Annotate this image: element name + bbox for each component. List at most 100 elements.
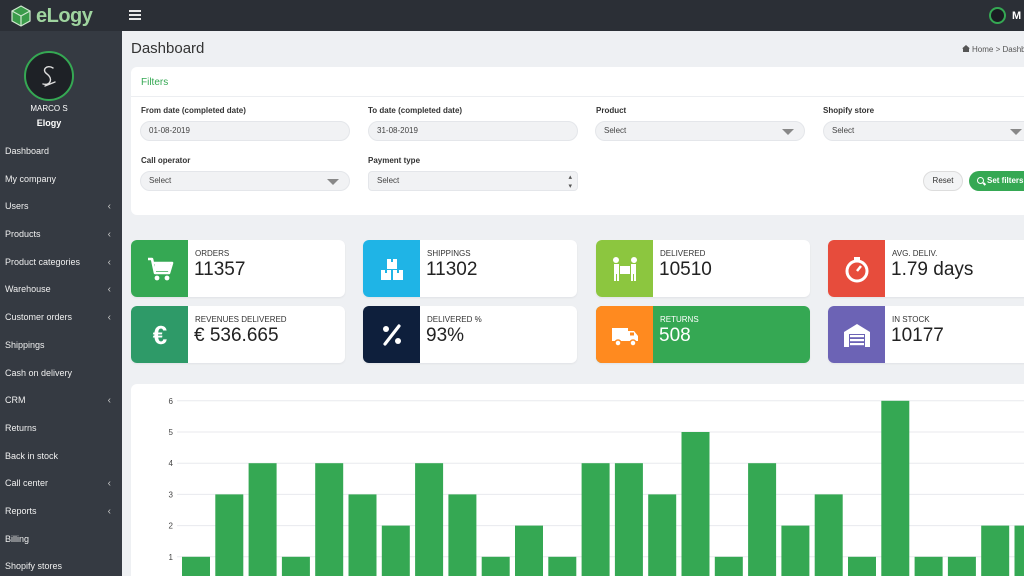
chart-bar[interactable] [748, 463, 777, 576]
stat-value: 508 [659, 325, 691, 346]
call-operator-label: Call operator [141, 156, 191, 165]
chart-bar[interactable] [481, 556, 510, 576]
stat-card-orders[interactable]: ORDERS 11357 [131, 240, 345, 297]
chart-bar[interactable] [381, 525, 410, 576]
chevron-left-icon: ‹ [107, 256, 111, 268]
sidebar-item-billing[interactable]: Billing [0, 526, 122, 554]
stat-card-avg-deliv[interactable]: AVG. DELIV. 1.79 days [828, 240, 1024, 297]
chart-bar[interactable] [548, 556, 577, 576]
sidebar-item-warehouse[interactable]: Warehouse ‹ [0, 276, 122, 304]
chart-bar[interactable] [881, 400, 910, 576]
y-tick-label: 2 [169, 522, 174, 531]
stat-card-in-stock[interactable]: IN STOCK 10177 [828, 306, 1024, 363]
sidebar: MARCO S Elogy Dashboard My company Users ‹ P… [0, 31, 122, 576]
chart-bar[interactable] [248, 463, 277, 576]
stat-value: 10177 [891, 325, 944, 346]
sidebar-item-call-center[interactable]: Call center ‹ [0, 470, 122, 498]
dropdown-arrow-icon [782, 129, 794, 135]
chart-bar[interactable] [1014, 525, 1024, 576]
y-tick-label: 4 [169, 459, 174, 468]
chart-bar[interactable] [215, 494, 244, 576]
sidebar-item-reports[interactable]: Reports ‹ [0, 498, 122, 526]
stat-card-delivered[interactable]: DELIVERED 10510 [596, 240, 810, 297]
stat-label: IN STOCK [892, 315, 930, 324]
sidebar-item-products[interactable]: Products ‹ [0, 221, 122, 249]
main-content: Dashboard Home > Dashboard Filters From … [122, 31, 1024, 576]
top-avatar [989, 7, 1006, 24]
chart-bar[interactable] [914, 556, 943, 576]
from-date-input[interactable]: 01-08-2019 [140, 121, 350, 141]
from-date-label: From date (completed date) [141, 106, 246, 115]
stat-value: 93% [426, 325, 465, 346]
chart-bar[interactable] [581, 463, 610, 576]
product-select[interactable]: Select [595, 121, 805, 141]
sidebar-item-customer-orders[interactable]: Customer orders ‹ [0, 304, 122, 332]
dropdown-arrow-icon [1010, 129, 1022, 135]
menu-toggle-icon[interactable] [129, 8, 141, 22]
shopify-store-select-value: Select [832, 126, 855, 135]
chart-bar[interactable] [182, 556, 210, 576]
shopify-store-select[interactable]: Select [823, 121, 1024, 141]
sidebar-company-name: Elogy [36, 118, 62, 128]
dropdown-arrow-icon [327, 179, 339, 185]
sidebar-item-dashboard[interactable]: Dashboard [0, 138, 122, 166]
chart-bar[interactable] [614, 463, 643, 576]
chart-bar[interactable] [714, 556, 743, 576]
to-date-value: 31-08-2019 [377, 126, 418, 135]
sidebar-item-label: Billing [5, 533, 30, 544]
chart-bar[interactable] [315, 463, 344, 576]
stat-value: € 536.665 [194, 325, 279, 346]
sidebar-item-label: Users [5, 201, 29, 212]
sidebar-item-shippings[interactable]: Shippings [0, 332, 122, 360]
chart-bar[interactable] [415, 463, 444, 576]
to-date-input[interactable]: 31-08-2019 [368, 121, 578, 141]
sidebar-item-returns[interactable]: Returns [0, 415, 122, 443]
chevron-left-icon: ‹ [107, 201, 111, 213]
stat-card-returns[interactable]: RETURNS 508 [596, 306, 810, 363]
stat-label: AVG. DELIV. [892, 249, 938, 258]
chart-bar[interactable] [814, 494, 843, 576]
product-label: Product [596, 106, 627, 115]
stat-card-shippings[interactable]: SHIPPINGS 11302 [363, 240, 577, 297]
sidebar-item-users[interactable]: Users ‹ [0, 193, 122, 221]
sidebar-item-my-company[interactable]: My company [0, 166, 122, 194]
y-tick-label: 1 [169, 553, 174, 562]
sidebar-item-label: Call center [5, 478, 49, 489]
chart-bar[interactable] [648, 494, 677, 576]
set-filters-label: Set filters [987, 176, 1024, 185]
payment-type-select[interactable]: Select ▴ ▾ [368, 171, 578, 191]
stat-card-revenues-delivered[interactable]: € REVENUES DELIVERED € 536.665 [131, 306, 345, 363]
sidebar-item-cash-on-delivery[interactable]: Cash on delivery [0, 360, 122, 388]
chart-bar[interactable] [781, 525, 810, 576]
signature-logo-icon [42, 65, 56, 87]
sidebar-item-back-in-stock[interactable]: Back in stock [0, 443, 122, 471]
filters-divider [131, 96, 1024, 97]
sidebar-item-shopify-stores[interactable]: Shopify stores [0, 553, 122, 576]
stat-card-delivered[interactable]: DELIVERED % 93% [363, 306, 577, 363]
chart-bar[interactable] [515, 525, 543, 576]
sidebar-item-label: My company [5, 173, 57, 184]
warehouse-icon [828, 306, 885, 363]
chart-bar[interactable] [281, 556, 310, 576]
sidebar-item-crm[interactable]: CRM ‹ [0, 387, 122, 415]
chart-bar[interactable] [947, 556, 976, 576]
chart-bar[interactable] [681, 432, 710, 576]
chart-bar[interactable] [348, 494, 377, 576]
user-menu[interactable]: M [989, 7, 1024, 24]
y-tick-label: 5 [169, 428, 174, 437]
chevron-left-icon: ‹ [107, 229, 111, 241]
sidebar-nav: Dashboard My company Users ‹ Products ‹ Produc… [0, 138, 122, 576]
logo[interactable]: eLogy [10, 4, 93, 28]
sidebar-user-name: MARCO S [30, 104, 68, 113]
sidebar-item-product-categories[interactable]: Product categories ‹ [0, 249, 122, 277]
breadcrumb-home[interactable]: Home [972, 45, 994, 54]
stopwatch-icon [828, 240, 885, 297]
call-operator-select[interactable]: Select [140, 171, 350, 191]
reset-button[interactable]: Reset [923, 171, 963, 191]
chart-bar[interactable] [981, 525, 1010, 576]
chart-bar[interactable] [448, 494, 477, 576]
avatar[interactable] [24, 51, 74, 101]
home-icon [962, 45, 970, 52]
chart-bar[interactable] [848, 556, 876, 576]
set-filters-button[interactable]: Set filters [969, 171, 1024, 191]
